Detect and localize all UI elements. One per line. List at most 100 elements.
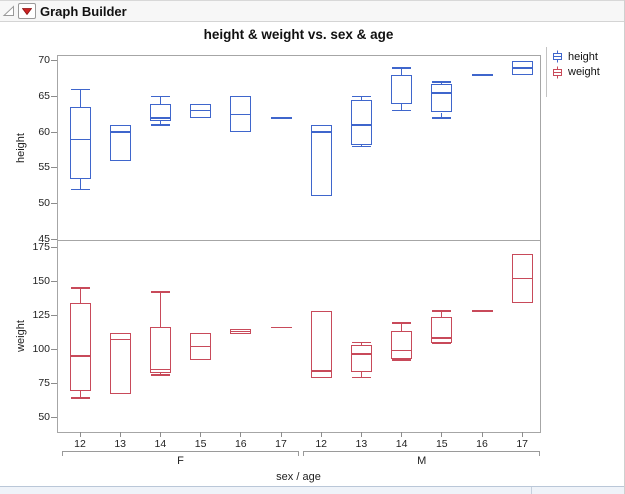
y-tick-label: 150 bbox=[32, 274, 50, 287]
x-tick-dash bbox=[441, 432, 443, 437]
boxplot-F12-weight-stem-lo bbox=[79, 391, 81, 398]
boxplot-M12-height[interactable] bbox=[310, 125, 332, 197]
y-tick-dash bbox=[51, 95, 57, 97]
boxplot-F15-weight-median bbox=[190, 345, 212, 348]
boxplot-M15-weight-median bbox=[431, 337, 453, 339]
boxplot-M13-height-cap-hi bbox=[351, 95, 371, 98]
status-bar-divider bbox=[531, 487, 532, 494]
y-tick-dash bbox=[51, 280, 57, 282]
x-tick-label: 13 bbox=[355, 438, 368, 450]
x-tick-label: 12 bbox=[315, 438, 328, 450]
boxplot-M13-height-median bbox=[350, 124, 372, 126]
boxplot-M14-weight-median bbox=[391, 349, 413, 352]
boxplot-M13-weight-median bbox=[350, 353, 372, 355]
boxplot-M16-weight[interactable] bbox=[471, 310, 493, 312]
boxplot-F12-height-stem-hi bbox=[79, 89, 81, 108]
y-tick-dash bbox=[51, 246, 57, 248]
boxplot-F15-height-median bbox=[190, 109, 212, 112]
boxplot-M15-height-stem-hi bbox=[441, 82, 443, 84]
boxplot-M14-weight[interactable] bbox=[391, 331, 413, 359]
boxplot-M15-weight-cap-lo bbox=[432, 342, 452, 345]
boxplot-M13-weight-stem-lo bbox=[360, 372, 362, 378]
legend-item-weight[interactable]: weight bbox=[551, 66, 600, 79]
boxplot-M13-height-cap-lo bbox=[351, 145, 371, 148]
x-tick-dash bbox=[401, 432, 403, 437]
x-tick-dash bbox=[280, 432, 282, 437]
y-tick-label: 45 bbox=[38, 232, 50, 245]
y-axis-label-height[interactable]: height bbox=[15, 132, 27, 163]
boxplot-M17-weight-median bbox=[511, 277, 533, 280]
y-tick-dash bbox=[51, 348, 57, 350]
red-triangle-menu-button[interactable] bbox=[18, 3, 36, 19]
boxplot-F12-weight-stem-hi bbox=[79, 287, 81, 303]
boxplot-M13-height-stem-hi bbox=[360, 96, 362, 100]
boxplot-M12-weight[interactable] bbox=[310, 310, 332, 378]
boxplot-F17-weight[interactable] bbox=[270, 326, 292, 329]
y-tick-label: 125 bbox=[32, 308, 50, 321]
boxplot-F14-height-cap-hi bbox=[150, 95, 170, 98]
x-tick-label: 14 bbox=[395, 438, 408, 450]
y-tick-label: 60 bbox=[38, 125, 50, 138]
boxplot-F14-height-median bbox=[149, 117, 171, 119]
boxplot-F16-height-median bbox=[230, 113, 252, 116]
boxplot-M15-weight[interactable] bbox=[431, 316, 453, 344]
boxplot-M14-height-stem-lo bbox=[401, 103, 403, 111]
boxplot-F12-weight[interactable] bbox=[69, 302, 91, 392]
boxplot-M13-weight-stem-hi bbox=[360, 342, 362, 345]
plot-canvas[interactable] bbox=[57, 55, 541, 433]
boxplot-F14-height[interactable] bbox=[149, 103, 171, 122]
boxplot-M13-height-stem-lo bbox=[360, 144, 362, 147]
legend-label: weight bbox=[568, 66, 600, 78]
boxplot-M15-height-cap-lo bbox=[432, 117, 452, 119]
y-tick-label: 75 bbox=[38, 376, 50, 389]
y-tick-dash bbox=[51, 382, 57, 384]
y-tick-label: 175 bbox=[32, 240, 50, 253]
y-tick-dash bbox=[51, 131, 57, 133]
y-axis-label-weight[interactable]: weight bbox=[15, 320, 27, 352]
status-bar bbox=[0, 486, 624, 494]
boxplot-F14-height-cap-lo bbox=[150, 124, 170, 126]
legend-item-height[interactable]: height bbox=[551, 50, 598, 63]
boxplot-F12-height-stem-lo bbox=[79, 178, 81, 190]
boxplot-F12-height-cap-lo bbox=[70, 188, 90, 191]
x-tick-dash bbox=[481, 432, 483, 437]
boxplot-F14-weight-stem-hi bbox=[159, 291, 161, 327]
legend-separator bbox=[546, 47, 547, 97]
boxplot-M15-height[interactable] bbox=[431, 83, 453, 113]
boxplot-M14-height-cap-hi bbox=[392, 67, 412, 69]
boxplot-F14-weight-median bbox=[149, 368, 171, 371]
boxplot-M13-weight[interactable] bbox=[350, 344, 372, 373]
boxplot-F13-weight[interactable] bbox=[109, 332, 131, 394]
collapse-triangle-icon[interactable] bbox=[2, 4, 16, 18]
boxplot-F12-height-cap-hi bbox=[70, 88, 90, 91]
group-label-M: M bbox=[417, 455, 427, 467]
boxplot-F17-height[interactable] bbox=[270, 117, 292, 119]
boxplot-F14-weight[interactable] bbox=[149, 326, 171, 373]
y-tick-label: 50 bbox=[38, 197, 50, 210]
x-tick-dash bbox=[200, 432, 202, 437]
x-tick-label: 13 bbox=[114, 438, 127, 450]
x-tick-label: 16 bbox=[476, 438, 488, 450]
boxplot-F12-height[interactable] bbox=[69, 107, 91, 179]
boxplot-M14-height-cap-lo bbox=[392, 109, 412, 112]
boxplot-M12-height-median bbox=[310, 131, 332, 133]
boxplot-M15-weight-stem-hi bbox=[441, 310, 443, 317]
x-tick-dash bbox=[240, 432, 242, 437]
x-axis-label[interactable]: sex / age bbox=[276, 471, 321, 483]
boxplot-M14-height[interactable] bbox=[391, 75, 413, 104]
y-tick-label: 100 bbox=[32, 342, 50, 355]
boxplot-F14-weight-stem-lo bbox=[159, 372, 161, 375]
group-bracket-M bbox=[303, 451, 541, 456]
title-bar: Graph Builder bbox=[0, 0, 624, 22]
boxplot-F14-weight-cap-hi bbox=[150, 291, 170, 293]
boxplot-M15-weight-cap-hi bbox=[432, 310, 452, 312]
boxplot-M13-height[interactable] bbox=[350, 100, 372, 145]
boxplot-F12-weight-cap-hi bbox=[70, 287, 90, 289]
group-label-F: F bbox=[177, 455, 184, 467]
x-tick-dash bbox=[521, 432, 523, 437]
boxplot-M16-height[interactable] bbox=[471, 74, 493, 76]
x-tick-dash bbox=[360, 432, 362, 437]
boxplot-F13-height[interactable] bbox=[109, 125, 131, 161]
y-tick-dash bbox=[51, 416, 57, 418]
chart-title: height & weight vs. sex & age bbox=[203, 27, 394, 42]
